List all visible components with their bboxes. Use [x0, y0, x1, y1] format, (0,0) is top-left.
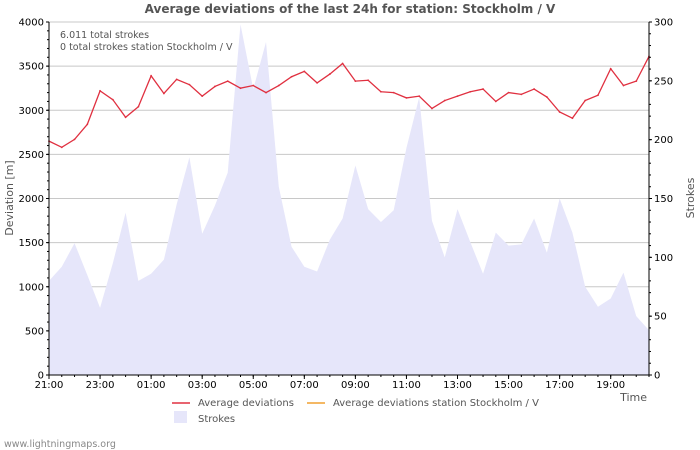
deviation-point	[239, 87, 242, 90]
deviation-point	[265, 91, 267, 94]
right-axis-ticks: 0 50 100 150 200 250 300	[649, 18, 673, 382]
x-tick-label: 19:00	[596, 380, 625, 391]
x-tick-label: 17:00	[545, 380, 574, 391]
deviation-point	[303, 70, 306, 73]
deviation-point	[188, 83, 191, 86]
deviation-point	[124, 116, 127, 119]
deviation-point	[520, 93, 523, 96]
deviation-point	[226, 80, 229, 83]
deviation-point	[533, 88, 536, 90]
deviation-point	[214, 85, 216, 88]
deviation-point	[507, 91, 510, 94]
left-tick-label: 2500	[19, 150, 44, 161]
deviation-point	[367, 79, 370, 82]
average-deviation-line	[48, 56, 650, 149]
right-tick-label: 150	[654, 194, 673, 205]
deviation-point	[571, 117, 574, 120]
x-tick-label: 03:00	[188, 380, 217, 391]
annotation-station-strokes: 0 total strokes station Stockholm / V	[60, 42, 233, 53]
left-tick-label: 4000	[19, 18, 44, 29]
deviation-point	[111, 98, 114, 101]
deviation-point	[60, 146, 63, 149]
deviation-point	[354, 80, 357, 83]
right-tick-label: 200	[654, 135, 673, 146]
x-tick-label: 09:00	[341, 380, 370, 391]
x-tick-label: 13:00	[443, 380, 472, 391]
y-axis-label: Deviation [m]	[3, 160, 16, 235]
y2-axis-label: Strokes	[684, 177, 697, 218]
deviation-point	[635, 80, 638, 83]
x-tick-label: 11:00	[392, 380, 421, 391]
deviation-point	[545, 96, 548, 98]
left-tick-label: 2000	[19, 194, 44, 205]
deviation-point	[418, 95, 421, 98]
deviation-point	[201, 95, 204, 98]
left-tick-label: 1000	[19, 282, 44, 293]
deviation-point	[175, 78, 178, 81]
deviation-point	[456, 95, 459, 98]
deviation-point	[405, 96, 408, 99]
deviation-point	[469, 90, 472, 93]
legend: Average deviations Average deviations st…	[172, 398, 539, 425]
x-tick-label: 21:00	[35, 380, 64, 391]
right-tick-label: 300	[654, 18, 673, 29]
strokes-area-layer	[49, 24, 649, 375]
left-tick-label: 3500	[19, 62, 44, 73]
average-deviation-layer	[48, 55, 650, 149]
deviation-point	[73, 138, 76, 141]
deviation-point	[494, 100, 497, 103]
left-tick-label: 3000	[19, 106, 44, 117]
deviation-point	[622, 84, 625, 87]
x-tick-label: 15:00	[494, 380, 523, 391]
legend-label-average-deviations: Average deviations	[198, 398, 294, 409]
legend-label-strokes: Strokes	[198, 414, 235, 425]
deviation-point	[431, 107, 433, 110]
deviation-point	[99, 89, 101, 92]
x-axis-ticks: 21:00 23:00 01:00 03:00 05:00 07:00 09:00 11:00…	[35, 375, 650, 391]
deviation-point	[584, 99, 587, 102]
deviation-point	[558, 111, 561, 113]
deviation-point	[277, 84, 280, 87]
legend-label-station-deviations: Average deviations station Stockholm / V	[333, 398, 539, 409]
left-axis-ticks: 0 500 1000 1500 2000 2500 3000 3500 4000	[19, 18, 49, 382]
footer-credit: www.lightningmaps.org	[4, 439, 116, 450]
right-tick-label: 100	[654, 253, 673, 264]
x-tick-label: 23:00	[86, 380, 115, 391]
right-tick-label: 50	[654, 312, 667, 323]
deviation-point	[316, 81, 318, 84]
right-tick-label: 0	[654, 371, 660, 382]
left-tick-label: 0	[38, 371, 44, 382]
strokes-area	[49, 24, 649, 375]
left-tick-label: 1500	[19, 238, 44, 249]
deviation-point	[162, 92, 165, 95]
deviation-point	[290, 75, 293, 78]
deviation-point	[137, 105, 140, 108]
deviation-point	[252, 84, 255, 87]
right-tick-label: 250	[654, 76, 673, 87]
x-axis-label: Time	[619, 391, 647, 404]
deviation-point	[150, 74, 153, 77]
deviation-point	[86, 123, 89, 126]
x-tick-label: 05:00	[239, 380, 268, 391]
deviation-point	[482, 88, 484, 90]
chart-title: Average deviations of the last 24h for s…	[145, 2, 556, 16]
annotation-total-strokes: 6.011 total strokes	[60, 30, 149, 41]
left-tick-label: 500	[25, 326, 44, 337]
deviation-point	[443, 99, 446, 102]
legend-swatch-strokes	[174, 411, 187, 423]
x-tick-label: 01:00	[137, 380, 166, 391]
deviation-point	[341, 62, 344, 65]
deviation-point	[328, 73, 331, 75]
x-tick-label: 07:00	[290, 380, 319, 391]
deviation-point	[392, 91, 395, 94]
deviation-point	[597, 94, 599, 97]
deviation-point	[609, 67, 612, 70]
deviation-point	[380, 90, 382, 93]
